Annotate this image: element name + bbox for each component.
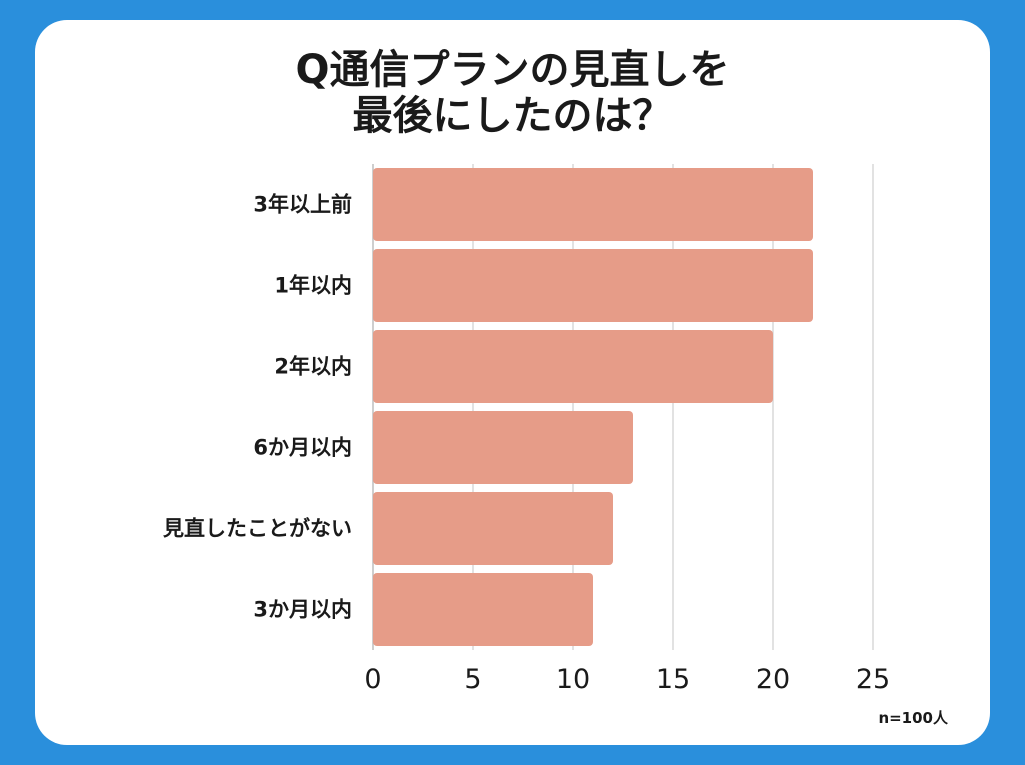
x-tick-label-5: 5 (464, 664, 481, 695)
x-tick-label-10: 10 (556, 664, 590, 695)
bars (373, 168, 813, 646)
category-label-5: 3か月以内 (253, 598, 352, 622)
category-label-2: 2年以内 (274, 355, 352, 379)
chart-title-line-2: 最後にしたのは？ (352, 93, 673, 139)
bar-4 (373, 492, 613, 565)
category-label-3: 6か月以内 (253, 436, 352, 460)
bar-0 (373, 168, 813, 241)
x-tick-label-20: 20 (756, 664, 790, 695)
category-label-0: 3年以上前 (253, 193, 352, 217)
bar-5 (373, 573, 593, 646)
x-tick-label-15: 15 (656, 664, 690, 695)
bar-3 (373, 411, 633, 484)
grid-lines (372, 164, 874, 650)
chart-title-line-1: Q通信プランの見直しを (295, 47, 730, 93)
bar-2 (373, 330, 773, 403)
x-axis-ticks: 0 5 10 15 20 25 (364, 664, 890, 695)
category-label-4: 見直したことがない (163, 517, 352, 541)
x-tick-label-0: 0 (364, 664, 381, 695)
x-tick-label-25: 25 (856, 664, 890, 695)
category-label-1: 1年以内 (274, 274, 352, 298)
sample-size-note: n=100人 (878, 709, 948, 727)
bar-1 (373, 249, 813, 322)
